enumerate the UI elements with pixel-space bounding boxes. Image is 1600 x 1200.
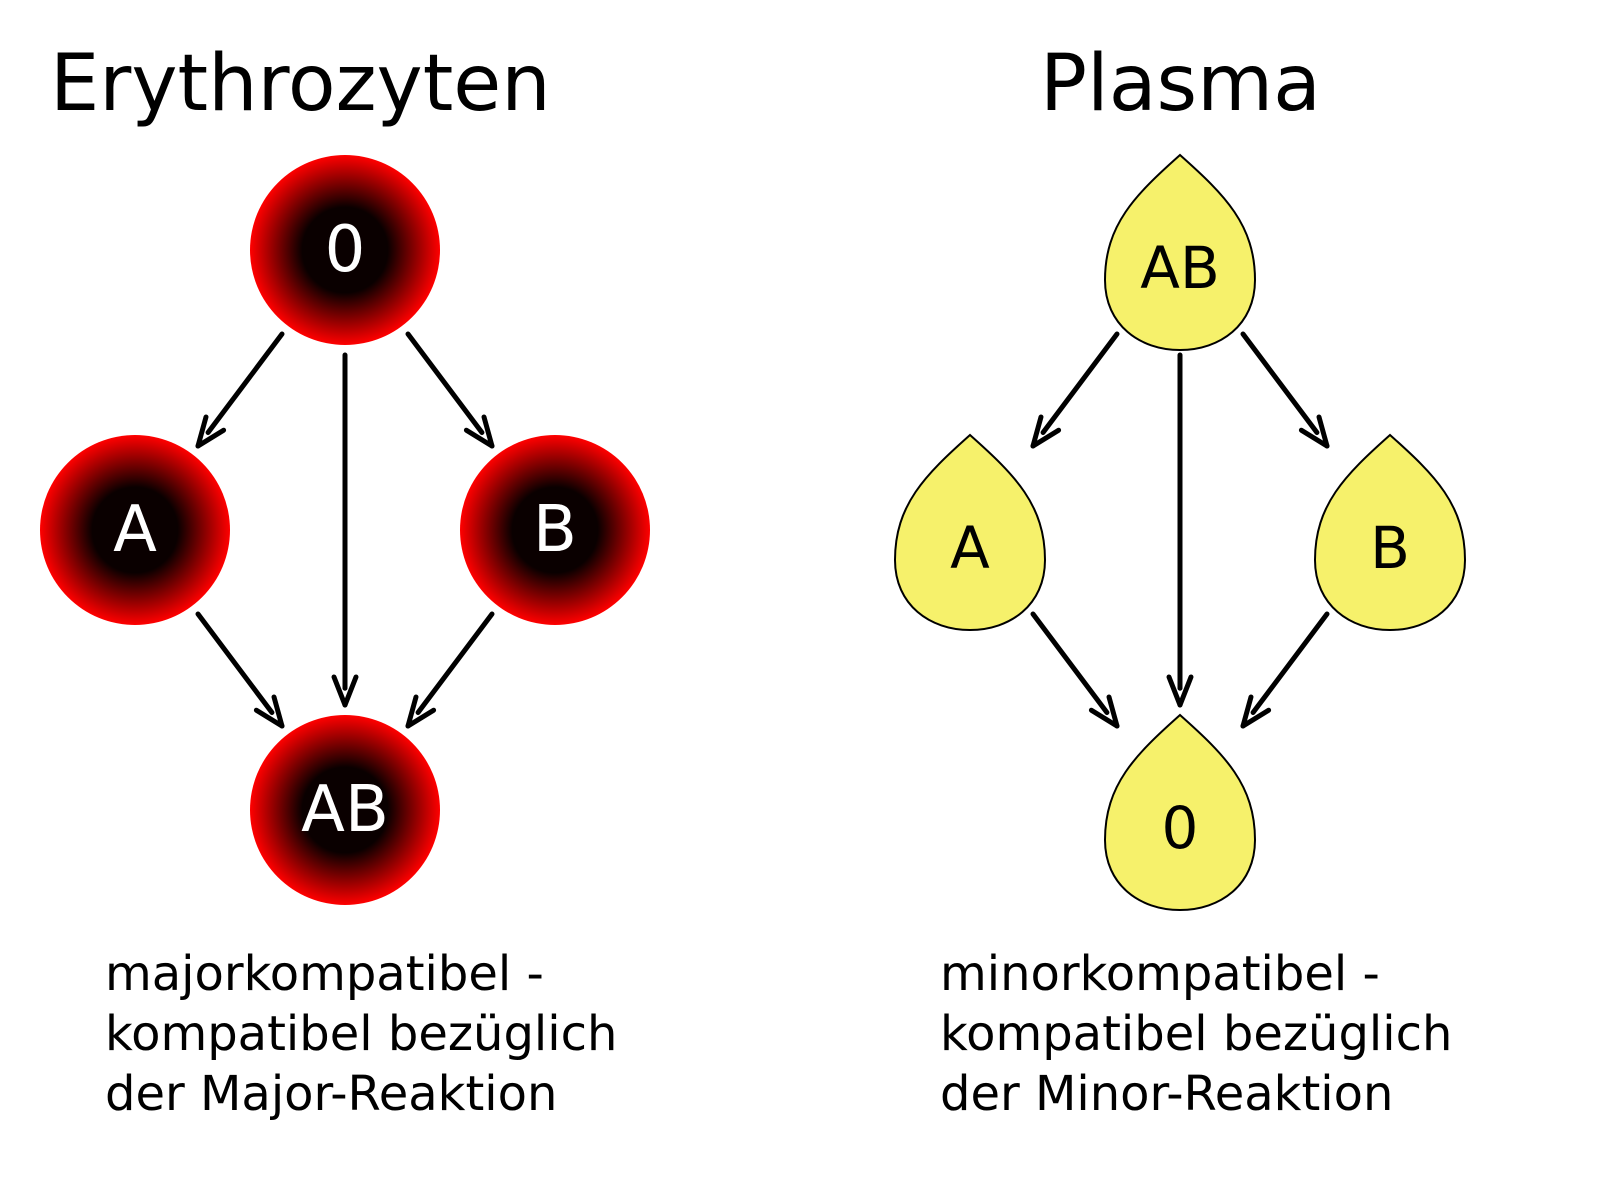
blood-cell-node-left: A (40, 435, 230, 625)
plasma-edges (1033, 334, 1327, 726)
erythrocytes-caption-line2: kompatibel bezüglich (105, 1006, 617, 1062)
node-label: A (113, 493, 157, 567)
blood-cell-node-top: 0 (250, 155, 440, 345)
arrow (334, 355, 356, 705)
erythrocytes-title: Erythrozyten (50, 39, 551, 129)
plasma-drop-node-left: A (895, 435, 1045, 630)
plasma-caption-line1: minorkompatibel - (940, 946, 1380, 1002)
plasma-drop-node-top: AB (1105, 155, 1255, 350)
plasma-title: Plasma (1040, 39, 1321, 129)
blood-compat-diagram: Erythrozyten Plasma 0ABAB ABAB0 majorkom… (0, 0, 1600, 1200)
erythrocytes-caption-line3: der Major-Reaktion (105, 1066, 557, 1122)
plasma-caption-line3: der Minor-Reaktion (940, 1066, 1393, 1122)
node-label: 0 (325, 213, 366, 287)
plasma-drop-node-right: B (1315, 435, 1465, 630)
arrow (408, 334, 492, 446)
erythrocytes-caption-line1: majorkompatibel - (105, 946, 544, 1002)
erythrocytes-edges (198, 334, 492, 726)
plasma-caption-line2: kompatibel bezüglich (940, 1006, 1452, 1062)
arrow (198, 334, 282, 446)
plasma-drop-node-bottom: 0 (1105, 715, 1255, 910)
arrow (1243, 334, 1327, 446)
blood-cell-node-bottom: AB (250, 715, 440, 905)
node-label: 0 (1162, 794, 1199, 862)
node-label: AB (1140, 234, 1219, 302)
arrow (198, 614, 282, 726)
arrow (1169, 355, 1191, 705)
node-label: AB (301, 773, 389, 847)
arrow (1243, 614, 1327, 726)
blood-cell-node-right: B (460, 435, 650, 625)
arrow (1033, 614, 1117, 726)
arrow (408, 614, 492, 726)
node-label: B (1370, 514, 1410, 582)
node-label: B (533, 493, 577, 567)
arrow (1033, 334, 1117, 446)
node-label: A (950, 514, 990, 582)
